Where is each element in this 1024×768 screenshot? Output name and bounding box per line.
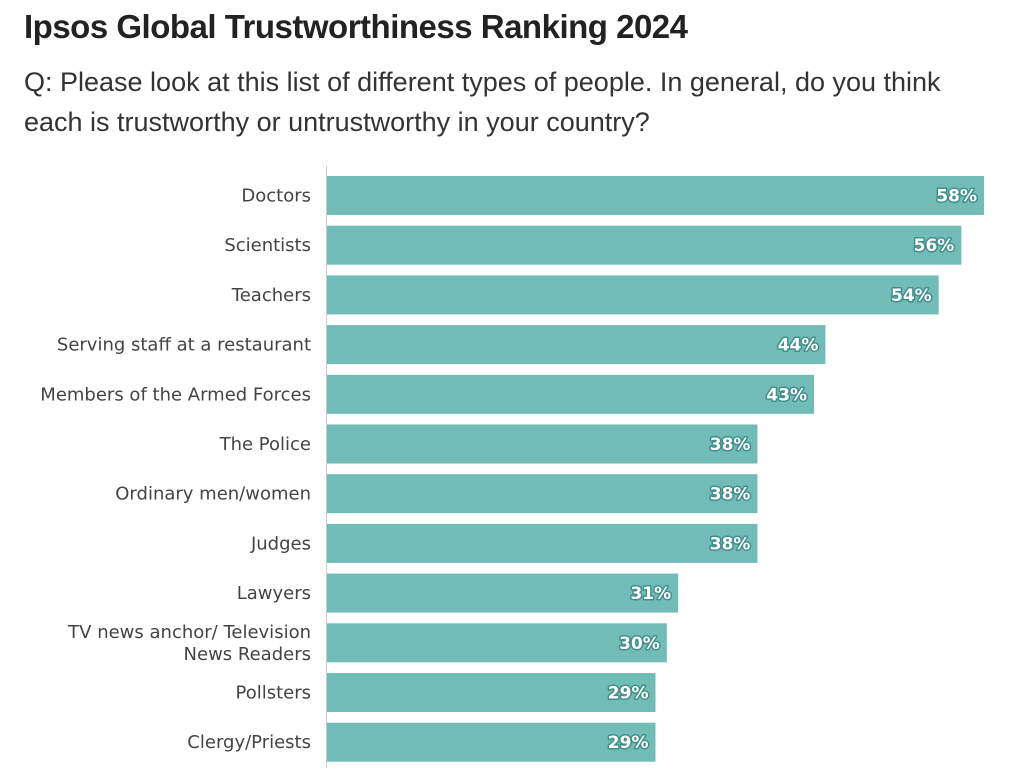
bar-11: [327, 722, 656, 762]
bar-9: [327, 623, 667, 663]
value-label-7: 38%: [710, 534, 751, 554]
category-label-3: Serving staff at a restaurant: [57, 335, 311, 356]
value-label-8: 31%: [630, 584, 671, 604]
value-label-6: 38%: [710, 485, 751, 505]
category-label-8: Lawyers: [237, 583, 311, 604]
value-label-5: 38%: [710, 435, 751, 455]
bar-3: [327, 325, 826, 365]
bars-group: [327, 176, 984, 762]
value-label-9: 30%: [619, 634, 660, 654]
value-label-10: 29%: [608, 684, 649, 704]
category-label-11: Clergy/Priests: [187, 732, 311, 753]
category-label-0: Doctors: [241, 186, 311, 207]
bar-8: [327, 573, 679, 613]
category-labels: Doctors Scientists Teachers Serving staff a…: [40, 186, 311, 754]
category-label-10: Pollsters: [235, 683, 311, 704]
bar-5: [327, 424, 758, 464]
bar-6: [327, 474, 758, 514]
value-label-11: 29%: [608, 733, 649, 753]
category-label-6: Ordinary men/women: [115, 484, 311, 505]
value-label-4: 43%: [766, 385, 807, 405]
category-label-2: Teachers: [231, 285, 311, 306]
chart-subtitle: Q: Please look at this list of different…: [24, 67, 941, 137]
category-label-7: Judges: [250, 533, 311, 554]
category-label-9: TV news anchor/ Television News Readers: [67, 622, 311, 665]
value-label-3: 44%: [778, 336, 819, 356]
value-label-2: 54%: [891, 286, 932, 306]
bar-1: [327, 225, 962, 265]
value-label-1: 56%: [914, 236, 955, 256]
bar-7: [327, 523, 758, 563]
bar-4: [327, 374, 815, 414]
value-label-0: 58%: [936, 187, 977, 207]
category-label-4: Members of the Armed Forces: [40, 384, 311, 405]
chart-title: Ipsos Global Trustworthiness Ranking 202…: [24, 8, 688, 45]
category-label-1: Scientists: [224, 235, 311, 256]
category-label-5: The Police: [219, 434, 311, 455]
bar-2: [327, 275, 939, 315]
value-labels: 58% 56% 54% 44% 43% 38% 38% 38% 31% 30% 29% 29%: [606, 185, 978, 755]
bar-10: [327, 673, 656, 712]
bar-0: [327, 176, 984, 215]
